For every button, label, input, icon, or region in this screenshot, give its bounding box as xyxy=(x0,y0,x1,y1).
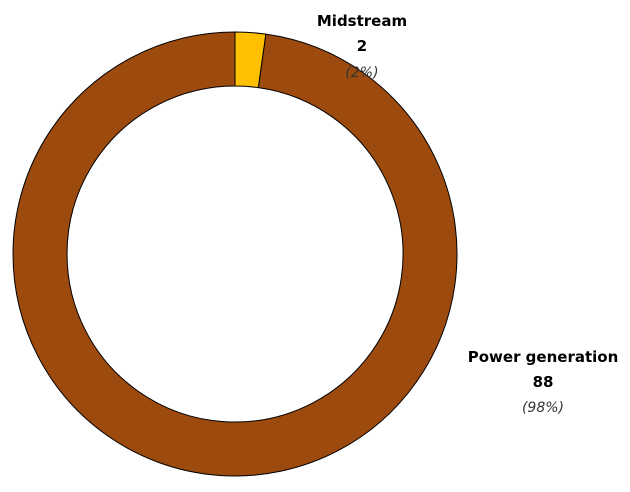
label-midstream-value: 2 xyxy=(357,37,367,55)
label-power-generation: Power generation 88 (98%) xyxy=(468,348,619,416)
label-midstream-percent: (2%) xyxy=(345,65,378,81)
label-power-generation-percent: (98%) xyxy=(522,400,564,416)
label-midstream-name: Midstream xyxy=(317,12,407,30)
label-power-generation-name: Power generation xyxy=(468,348,619,366)
label-midstream: Midstream 2 (2%) xyxy=(317,12,407,81)
slices-layer xyxy=(12,31,458,477)
donut-slice-power-generation xyxy=(12,31,458,477)
label-power-generation-value: 88 xyxy=(533,373,554,391)
